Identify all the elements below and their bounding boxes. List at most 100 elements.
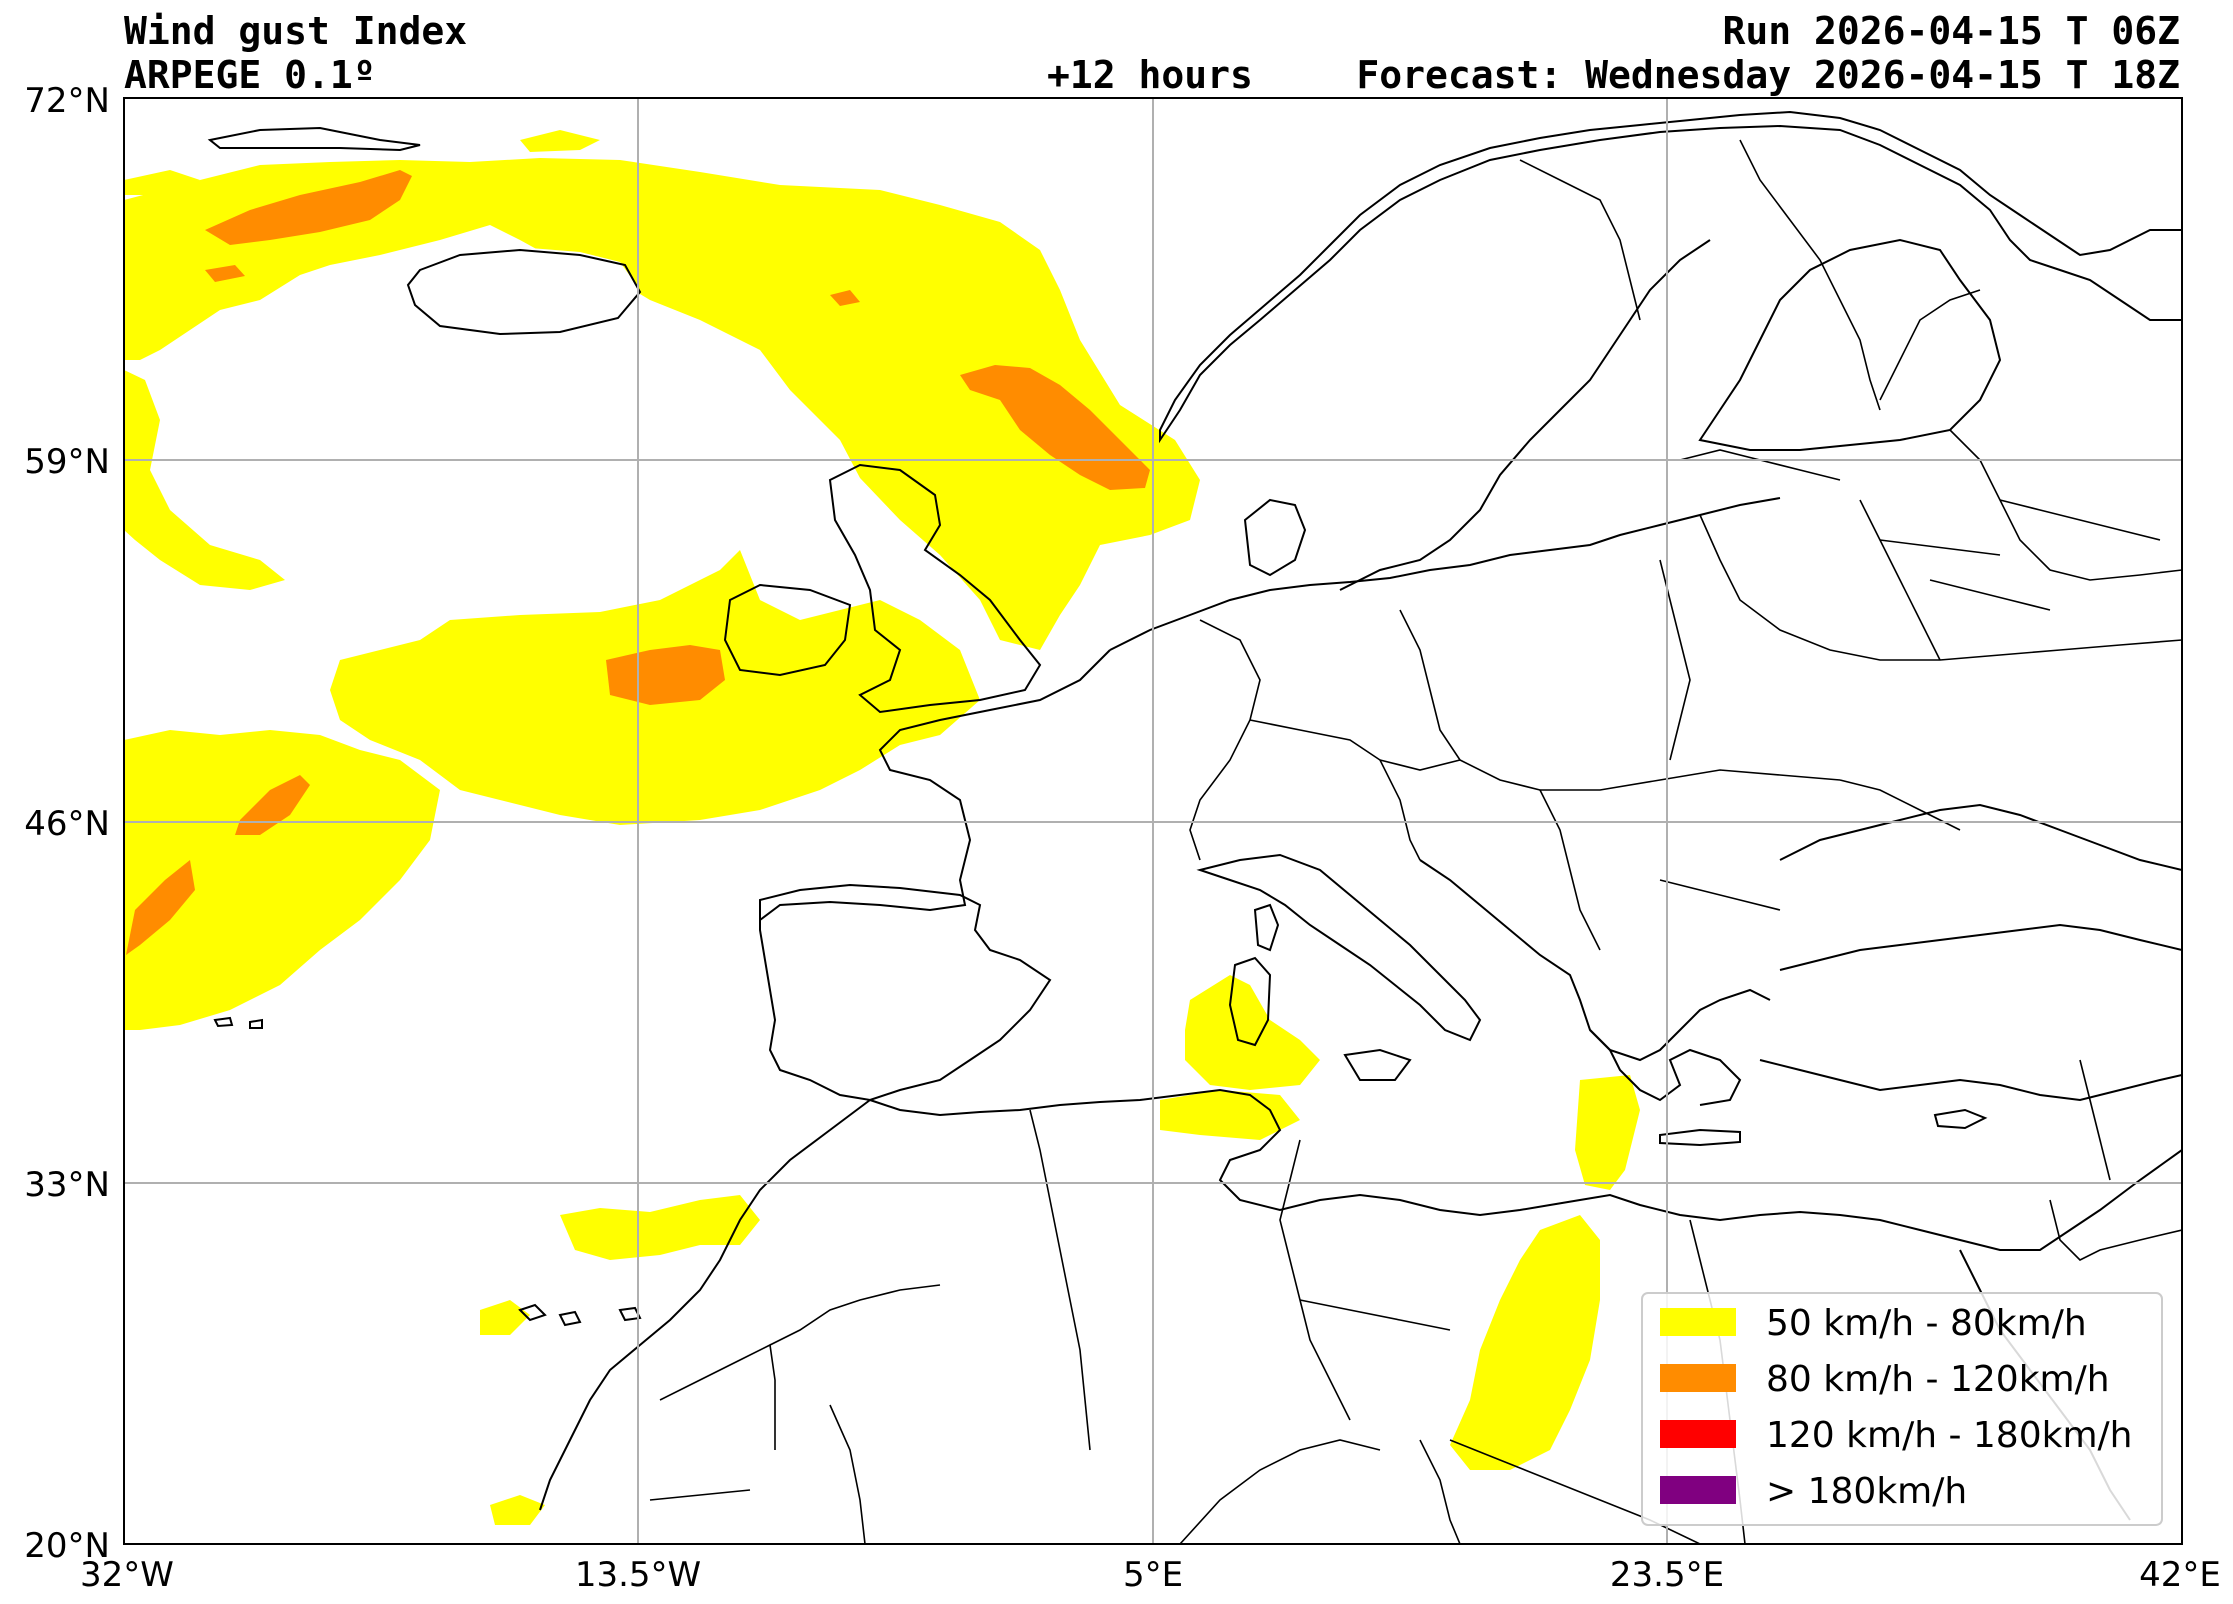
gust-core-ireland-west [606, 645, 725, 705]
border-line [649, 1489, 751, 1501]
border-line [1029, 1109, 1091, 1451]
coastline-italy [1196, 853, 1482, 1042]
gust-core-norwegian-sea [960, 365, 1150, 490]
gust-area-atlantic-south [124, 730, 440, 1030]
border-line [1539, 789, 1601, 951]
legend-item: > 180km/h [1660, 1471, 1967, 1512]
gust-core-iceland-small [205, 265, 245, 282]
gust-area-norway-sea [520, 130, 600, 152]
border-line [1540, 769, 1841, 791]
lat-tick-label: 59°N [24, 442, 110, 482]
legend-item: 50 km/h - 80km/h [1660, 1303, 2087, 1344]
border-line [1299, 1299, 1451, 1331]
border-line [1839, 779, 1961, 831]
model-label: ARPEGE 0.1º [124, 53, 376, 97]
gust-area-atlantic-north [124, 158, 1200, 650]
lead-time: +12 hours [1047, 53, 1253, 97]
border-line [1419, 1439, 1461, 1544]
legend-swatch [1660, 1420, 1736, 1448]
lon-tick-label: 23.5°E [1610, 1555, 1724, 1595]
coastline-azores [213, 1016, 263, 1029]
map-title: Wind gust Index [124, 9, 468, 53]
coastline-cyprus [1933, 1108, 1988, 1130]
border-line [1949, 429, 2182, 581]
coastline-turkey [1779, 923, 2182, 971]
coastline-greenland-tip [207, 126, 421, 152]
legend-swatch [1660, 1308, 1736, 1336]
border-line [1679, 449, 1841, 481]
border-line [1179, 1439, 1381, 1544]
coastline-iceland [406, 248, 642, 336]
lon-tick-label: 42°E [2139, 1555, 2221, 1595]
legend-item: 120 km/h - 180km/h [1660, 1415, 2132, 1456]
map-frame [123, 97, 2183, 1545]
lat-tick-label: 20°N [24, 1526, 110, 1566]
gust-core-iceland-north [205, 170, 412, 245]
lon-tick-label: 5°E [1123, 1555, 1183, 1595]
coastline-black-sea [1779, 803, 2182, 871]
coastline-sicily [1343, 1048, 1412, 1081]
border-line [1999, 499, 2161, 541]
coastline-finland [1698, 238, 2002, 451]
border-line [1659, 559, 1691, 761]
gust-core-feroe [830, 290, 860, 306]
border-line [1659, 879, 1781, 911]
legend-item: 80 km/h - 120km/h [1660, 1359, 2110, 1400]
border-line [1249, 719, 1421, 861]
border-line [1929, 579, 2051, 611]
coastline-sardinia [1228, 956, 1272, 1047]
gust-area-sardinia [1185, 975, 1320, 1090]
border-line [1879, 289, 1981, 401]
gust-core-atlantic-south-b [126, 860, 195, 955]
coastline-great-britain [828, 463, 1042, 714]
border-line [1699, 514, 2182, 661]
coastline-iberia [759, 883, 1052, 1102]
gust-area-iceland-gap [420, 248, 640, 332]
coastlines [207, 98, 2182, 1521]
coastline-sweden-baltic [1339, 239, 1711, 591]
gust-area-atlantic-west [124, 370, 285, 590]
coastline-ireland [723, 583, 852, 677]
lon-tick-label: 32°W [80, 1555, 174, 1595]
border-line [659, 1343, 776, 1450]
gust-area-high-north [124, 170, 200, 195]
coastline-greece [1589, 1029, 1742, 1106]
border-line [1379, 759, 1461, 771]
border-line [1859, 499, 1941, 661]
coastline-denmark [1243, 498, 1307, 577]
lat-tick-label: 33°N [24, 1165, 110, 1205]
coastline-turkey-south [1759, 1059, 2182, 1102]
border-line [1879, 539, 2001, 556]
border-line [1399, 609, 1541, 791]
coastline-west-africa [539, 1099, 871, 1511]
border-line [1739, 139, 1881, 411]
lon-tick-label: 13.5°W [575, 1555, 701, 1595]
gust-area-libya-east [1450, 1215, 1600, 1470]
legend-label: > 180km/h [1766, 1471, 1967, 1512]
coastline-balkans [1419, 859, 1771, 1062]
gust-area-canaries [560, 1195, 760, 1260]
gust-area-libya-north [1575, 1075, 1640, 1190]
legend-swatch [1660, 1364, 1736, 1392]
border-line [2049, 1199, 2182, 1261]
coastline-canary-islands [518, 1303, 642, 1327]
border-line [829, 1404, 866, 1544]
run-time: Run 2026-04-15 T 06Z [1722, 9, 2180, 53]
legend-label: 50 km/h - 80km/h [1766, 1303, 2087, 1344]
gust-area-tunisia [1160, 1090, 1300, 1140]
border-line [2079, 1059, 2111, 1181]
forecast-time: Forecast: Wednesday 2026-04-15 T 18Z [1356, 53, 2180, 97]
gust-area-sahara-coast [490, 1495, 545, 1525]
coastline-scandinavia [1159, 98, 2182, 444]
legend: 50 km/h - 80km/h 80 km/h - 120km/h 120 k… [1641, 1292, 2163, 1526]
legend-label: 120 km/h - 180km/h [1766, 1415, 2132, 1456]
border-line [1279, 1139, 1351, 1421]
lon-axis: 32°W 13.5°W 5°E 23.5°E 42°E [80, 1555, 2221, 1595]
coastline-crete [1659, 1128, 1741, 1147]
coastline-north-africa [869, 1088, 2182, 1251]
coastline-france-west [759, 649, 1111, 921]
lat-tick-label: 72°N [24, 81, 110, 121]
border-line [769, 1284, 941, 1346]
border-line [1519, 159, 1641, 321]
